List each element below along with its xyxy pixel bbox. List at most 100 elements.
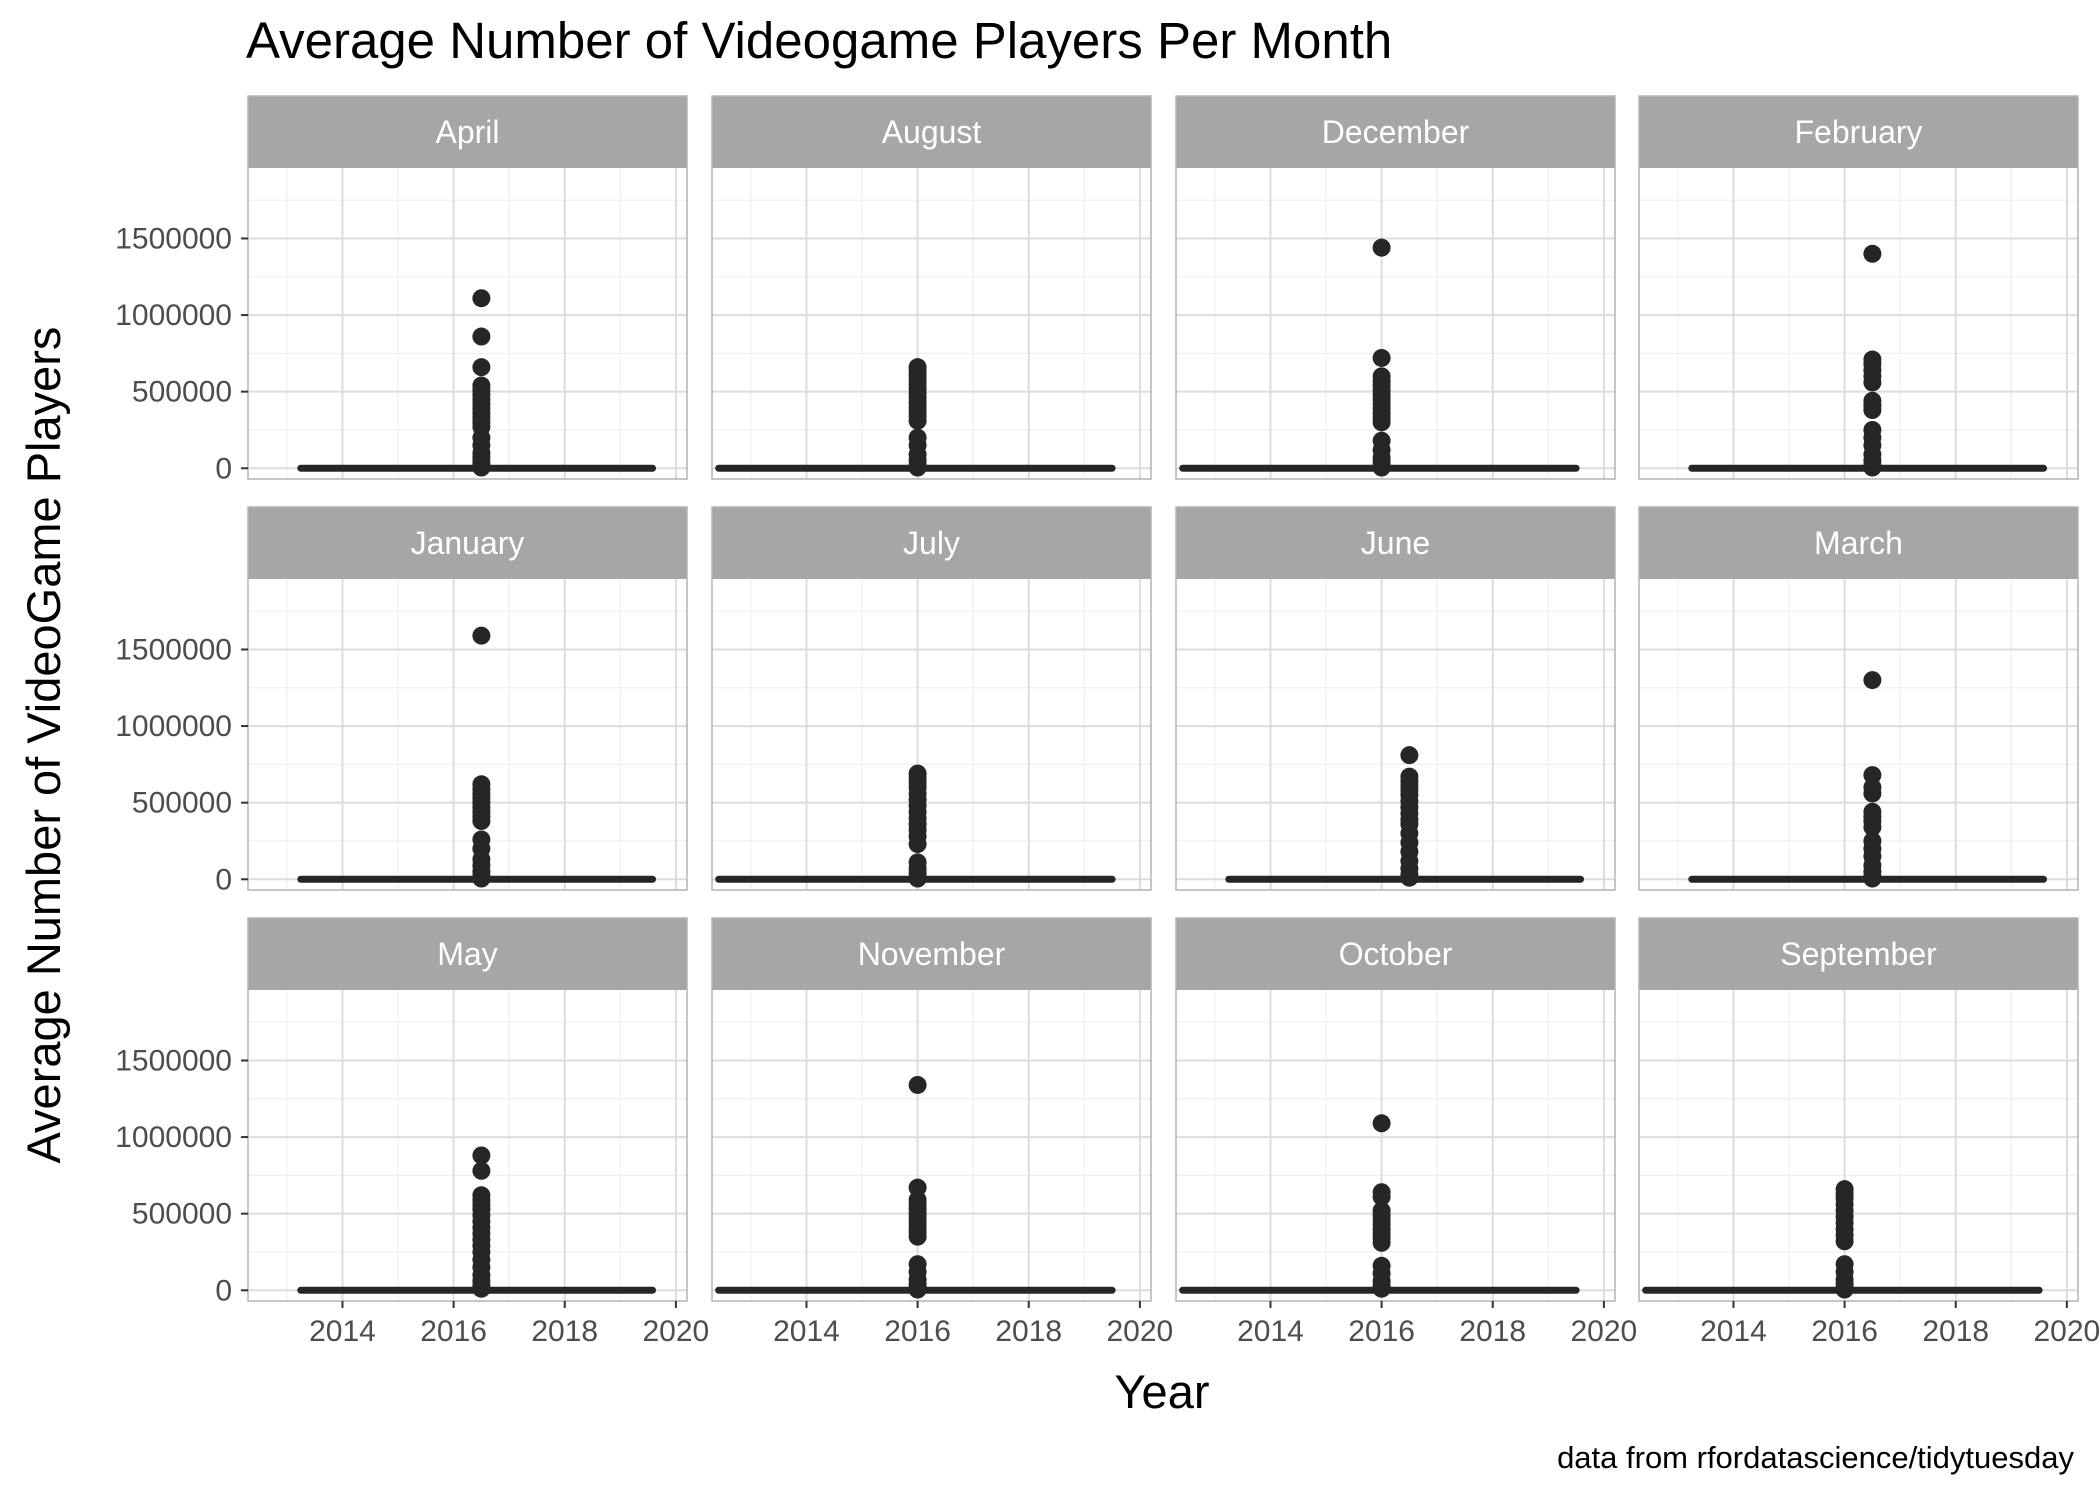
facet-grid: April 0 500000 1000000 1500000 August December… — [115, 95, 2100, 1348]
data-point — [472, 327, 491, 346]
data-point — [1372, 348, 1391, 367]
data-point — [908, 458, 927, 477]
panel-background — [1176, 990, 1615, 1301]
data-point — [908, 1280, 927, 1299]
panel-border — [247, 95, 688, 480]
data-point — [472, 358, 491, 377]
data-point — [908, 1075, 927, 1094]
data-point — [1372, 1233, 1391, 1252]
x-tick-label: 2014 — [1237, 1315, 1304, 1348]
x-tick-label: 2020 — [2034, 1315, 2100, 1348]
facet-march: March — [1638, 506, 2079, 891]
panel-background — [1176, 168, 1615, 479]
x-tick-label: 2016 — [884, 1315, 951, 1348]
y-axis-title: Average Number of VideoGame Players — [17, 327, 70, 1164]
strip-january — [248, 507, 687, 579]
panel-background — [712, 168, 1151, 479]
strip-label: October — [1339, 936, 1453, 972]
x-tick-label: 2014 — [309, 1315, 376, 1348]
x-tick-label: 2014 — [773, 1315, 840, 1348]
strip-december — [1176, 96, 1615, 168]
facet-october: October — [1175, 917, 1616, 1302]
x-axis-title: Year — [1115, 1365, 1210, 1418]
x-tick-label: 2018 — [1922, 1315, 1989, 1348]
facet-september: September — [1638, 917, 2079, 1302]
facet-april: April — [247, 95, 688, 480]
panel-border — [711, 95, 1152, 480]
data-point — [1863, 458, 1882, 477]
data-point — [908, 1227, 927, 1246]
strip-october — [1176, 918, 1615, 990]
facet-december: December — [1175, 95, 1616, 480]
panel-background — [1176, 579, 1615, 890]
strip-label: September — [1780, 936, 1937, 972]
data-point — [1863, 373, 1882, 392]
x-tick-label: 2020 — [643, 1315, 710, 1348]
strip-label: June — [1361, 525, 1430, 561]
panel-background — [712, 990, 1151, 1301]
y-tick-label: 0 — [215, 863, 232, 896]
panel-border — [1175, 917, 1616, 1302]
facet-august: August — [711, 95, 1152, 480]
y-tick-label: 1500000 — [115, 222, 232, 255]
facet-february: February — [1638, 95, 2079, 480]
data-point — [1372, 1279, 1391, 1298]
panel-background — [248, 579, 687, 890]
data-point — [1835, 1280, 1854, 1299]
data-point — [472, 1161, 491, 1180]
data-point — [908, 835, 927, 854]
data-point — [908, 869, 927, 888]
y-tick-label: 1000000 — [115, 299, 232, 332]
panel-border — [1638, 95, 2079, 480]
strip-april — [248, 96, 687, 168]
y-tick-label: 0 — [215, 1274, 232, 1307]
strip-june — [1176, 507, 1615, 579]
data-point — [1372, 1187, 1391, 1206]
data-point — [1863, 244, 1882, 263]
chart-caption: data from rfordatascience/tidytuesday — [1557, 1440, 2074, 1475]
data-point — [1863, 671, 1882, 690]
strip-february — [1639, 96, 2078, 168]
panel-border — [1638, 506, 2079, 891]
data-point — [1863, 401, 1882, 420]
strip-august — [712, 96, 1151, 168]
data-point — [472, 1146, 491, 1165]
y-tick-label: 1500000 — [115, 633, 232, 666]
strip-label: March — [1814, 525, 1903, 561]
facet-june: June — [1175, 506, 1616, 891]
strip-label: August — [882, 114, 982, 150]
data-point — [1863, 818, 1882, 837]
y-tick-label: 0 — [215, 452, 232, 485]
x-tick-label: 2020 — [1571, 1315, 1638, 1348]
x-tick-label: 2018 — [1459, 1315, 1526, 1348]
data-point — [1372, 238, 1391, 257]
panel-border — [247, 506, 688, 891]
strip-label: December — [1322, 114, 1470, 150]
panel-background — [248, 990, 687, 1301]
strip-september — [1639, 918, 2078, 990]
data-point — [472, 289, 491, 308]
data-point — [1372, 458, 1391, 477]
data-point — [1372, 413, 1391, 432]
data-point — [1400, 868, 1419, 887]
x-tick-label: 2018 — [995, 1315, 1062, 1348]
strip-label: February — [1794, 114, 1922, 150]
data-point — [472, 1279, 491, 1298]
x-tick-label: 2014 — [1700, 1315, 1767, 1348]
strip-march — [1639, 507, 2078, 579]
y-tick-label: 1000000 — [115, 1121, 232, 1154]
panel-border — [1638, 917, 2079, 1302]
strip-label: April — [435, 114, 499, 150]
strip-november — [712, 918, 1151, 990]
data-point — [472, 812, 491, 831]
chart-title: Average Number of Videogame Players Per … — [246, 12, 1392, 69]
data-point — [472, 869, 491, 888]
panel-border — [711, 506, 1152, 891]
data-point — [908, 411, 927, 430]
x-tick-label: 2020 — [1107, 1315, 1174, 1348]
y-tick-label: 1500000 — [115, 1044, 232, 1077]
x-tick-label: 2016 — [1811, 1315, 1878, 1348]
facet-july: July — [711, 506, 1152, 891]
y-tick-label: 500000 — [132, 376, 232, 409]
